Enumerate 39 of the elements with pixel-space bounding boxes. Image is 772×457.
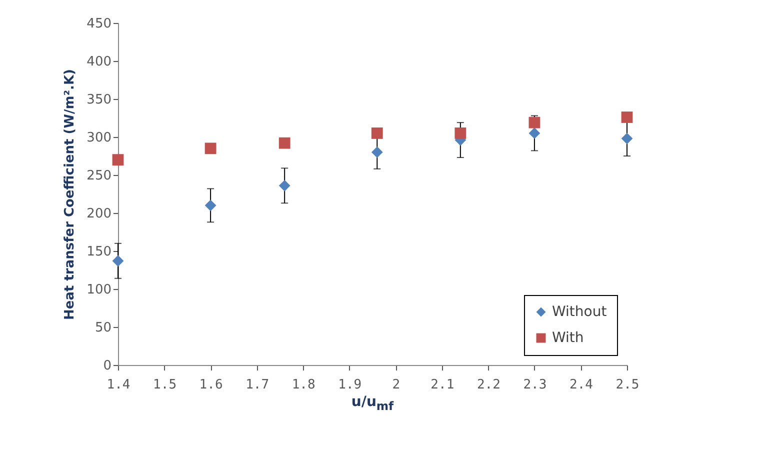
point xyxy=(528,116,540,128)
point xyxy=(278,180,290,192)
y-axis-title: Heat transfer Coefficient (W/m².K) xyxy=(62,69,78,320)
legend-label: With xyxy=(552,330,584,346)
y-tick-label: 0 xyxy=(103,358,112,374)
y-tick-label: 450 xyxy=(86,16,112,32)
point xyxy=(454,128,466,139)
x-axis-title: u/u$_{mf}$ xyxy=(350,394,395,413)
point xyxy=(371,128,383,139)
x-tick-label: 1.5 xyxy=(153,378,177,392)
x-tick-label: 2.3 xyxy=(523,378,547,392)
point xyxy=(278,137,290,149)
point xyxy=(371,146,383,158)
x-tick-label: 1.8 xyxy=(292,378,316,392)
point xyxy=(621,112,633,123)
point xyxy=(621,132,633,144)
x-tick-label: 1.6 xyxy=(199,378,223,392)
point xyxy=(528,128,540,139)
x-tick-label: 1.4 xyxy=(106,378,130,392)
y-tick-label: 150 xyxy=(86,244,112,260)
x-tick-label: 1.9 xyxy=(338,378,362,392)
x-tick-label: 2.4 xyxy=(569,378,594,392)
point xyxy=(204,142,216,154)
x-tick-label: 2 xyxy=(392,378,400,392)
point xyxy=(204,200,216,212)
x-tick-label: 2.1 xyxy=(430,378,454,392)
x-tick-label: 1.7 xyxy=(246,378,270,392)
point xyxy=(112,154,124,166)
y-tick-label: 200 xyxy=(86,206,112,222)
x-tick-label: 2.2 xyxy=(476,378,500,392)
x-tick-label: 2.5 xyxy=(616,378,640,392)
y-tick-label: 300 xyxy=(86,130,112,146)
point xyxy=(112,255,124,267)
y-tick-label: 100 xyxy=(86,282,112,298)
legend-label: Without xyxy=(552,304,608,320)
y-tick-label: 400 xyxy=(86,54,112,70)
y-tick-label: 350 xyxy=(86,92,112,108)
y-tick-label: 250 xyxy=(86,168,112,184)
y-tick-label: 50 xyxy=(94,320,112,336)
